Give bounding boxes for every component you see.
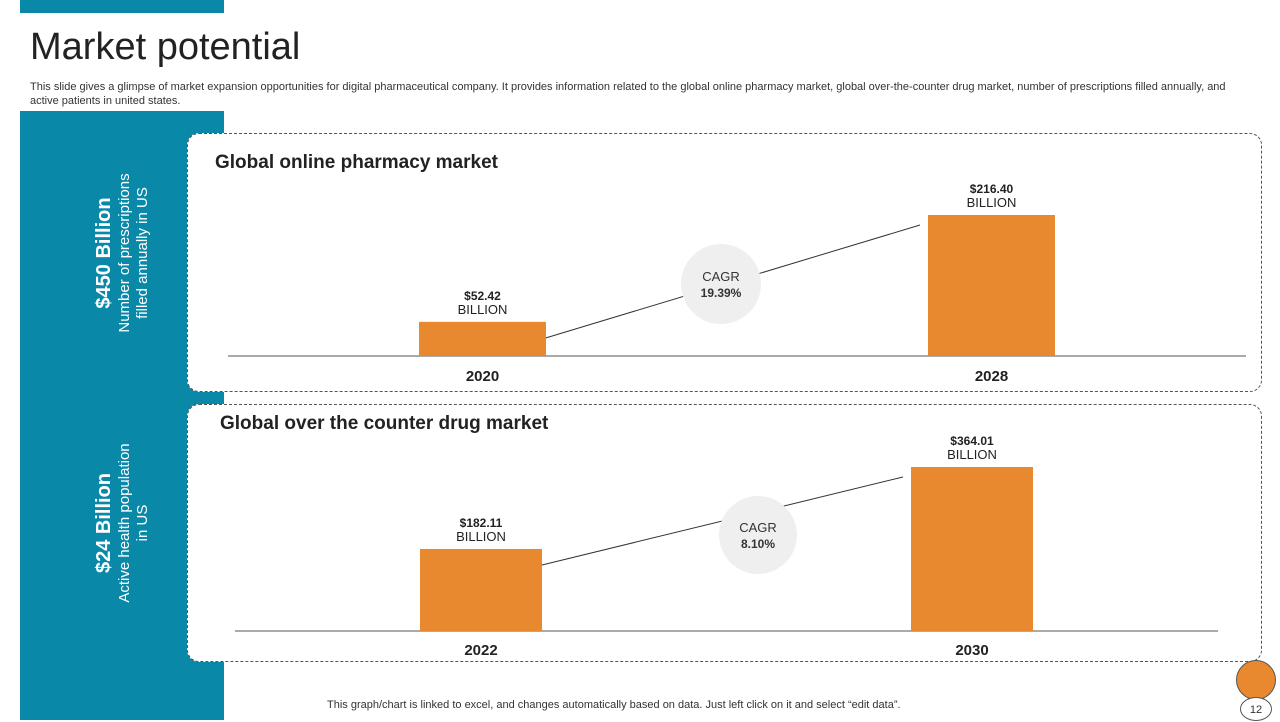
decorative-circle	[1236, 660, 1276, 700]
data-label-unit: BILLION	[967, 195, 1017, 210]
cagr-value: 8.10%	[741, 537, 775, 551]
data-label-value: $52.42	[464, 289, 501, 303]
data-label-value: $182.11	[460, 516, 503, 530]
cagr-circle	[719, 496, 797, 574]
tick-label-2022: 2022	[464, 642, 497, 659]
footer-note: This graph/chart is linked to excel, and…	[327, 699, 901, 711]
bar-2030	[911, 467, 1033, 631]
cagr-value: 19.39%	[701, 286, 742, 300]
bar-2028	[928, 215, 1055, 356]
tick-label-2020: 2020	[466, 368, 499, 385]
page-number: 12	[1240, 697, 1272, 721]
data-label-value: $216.40	[970, 182, 1014, 196]
header-accent-bar	[20, 0, 224, 13]
cagr-circle	[681, 244, 761, 324]
page-title: Market potential	[30, 26, 301, 68]
data-label-unit: BILLION	[458, 302, 508, 317]
tick-label-2028: 2028	[975, 368, 1008, 385]
cagr-label: CAGR	[702, 269, 740, 284]
data-label-unit: BILLION	[456, 529, 506, 544]
chart-title: Global over the counter drug market	[220, 413, 549, 434]
data-label-value: $364.01	[950, 434, 994, 448]
cagr-label: CAGR	[739, 520, 777, 535]
bar-2020	[419, 321, 546, 356]
tick-label-2030: 2030	[955, 642, 988, 659]
data-label-unit: BILLION	[947, 447, 997, 462]
bar-2022	[420, 548, 542, 631]
page-subtitle: This slide gives a glimpse of market exp…	[30, 81, 1226, 107]
chart-title: Global online pharmacy market	[215, 152, 499, 173]
